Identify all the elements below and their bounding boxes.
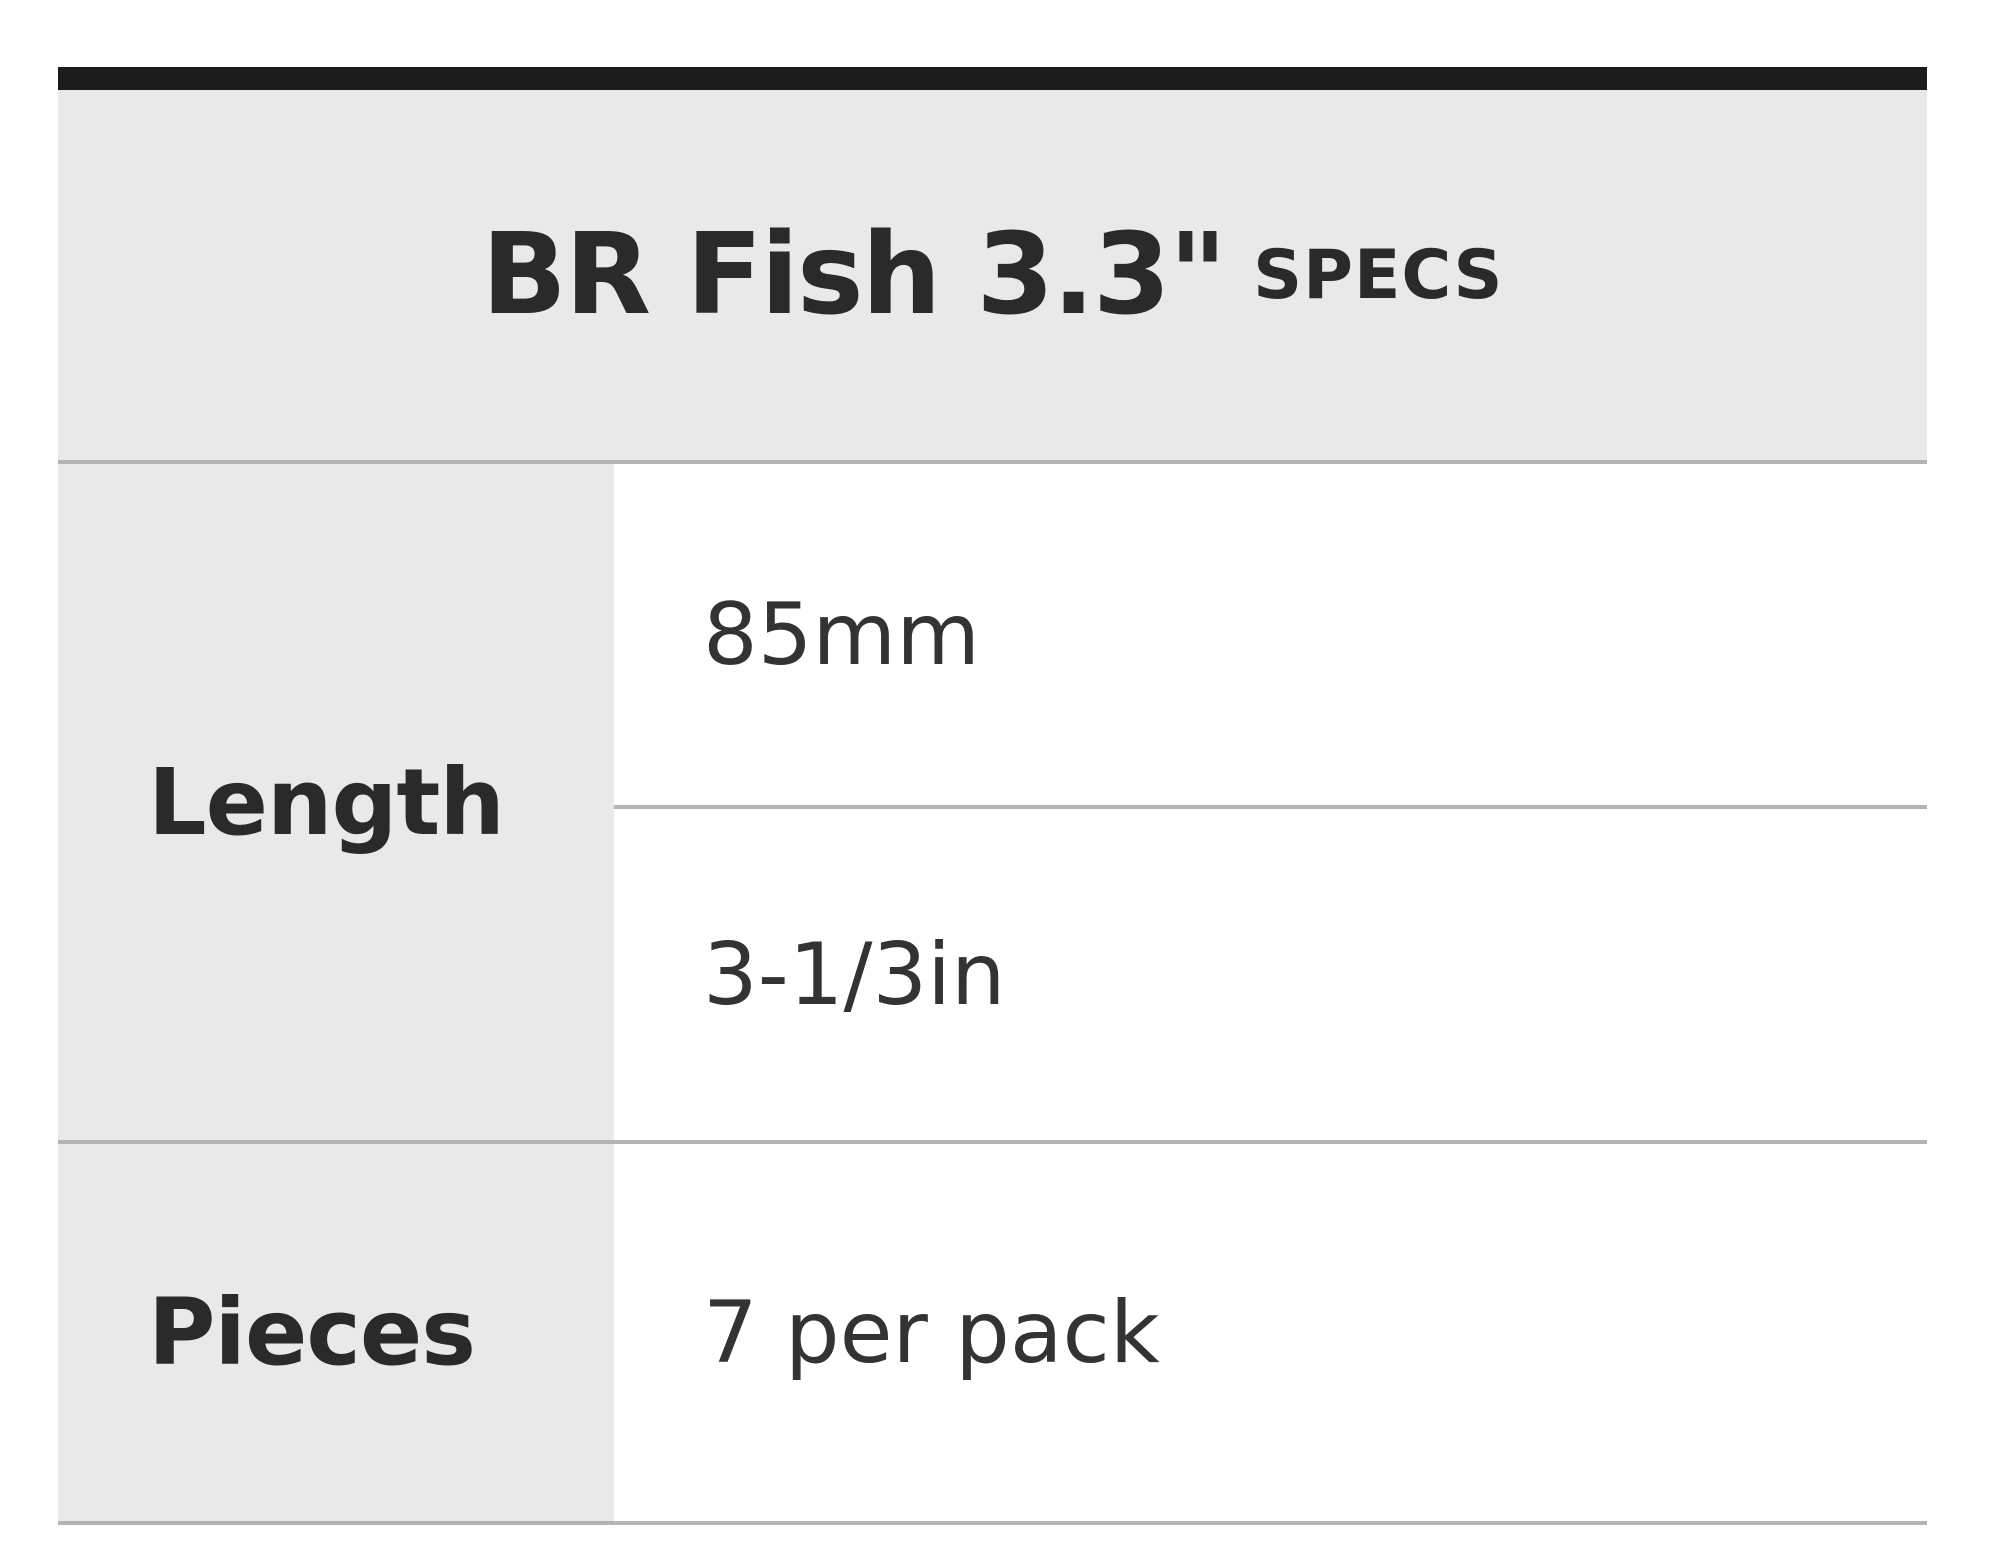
- row-label: Pieces: [58, 1144, 614, 1521]
- row-label: Length: [58, 464, 614, 1140]
- row-value: 85mm: [703, 584, 980, 685]
- row-value: 7 per pack: [703, 1282, 1160, 1383]
- product-title: BR Fish 3.3": [481, 210, 1227, 340]
- specs-label: SPECS: [1253, 235, 1504, 315]
- table-header: BR Fish 3.3" SPECS: [58, 90, 1927, 464]
- table-row-pieces: Pieces 7 per pack: [58, 1144, 1927, 1525]
- table-row-length: Length 85mm 3-1/3in: [58, 464, 1927, 1144]
- specs-table: BR Fish 3.3" SPECS Length 85mm 3-1/3in P…: [58, 67, 1927, 1525]
- row-value: 3-1/3in: [614, 805, 1927, 1140]
- top-border: [58, 67, 1927, 90]
